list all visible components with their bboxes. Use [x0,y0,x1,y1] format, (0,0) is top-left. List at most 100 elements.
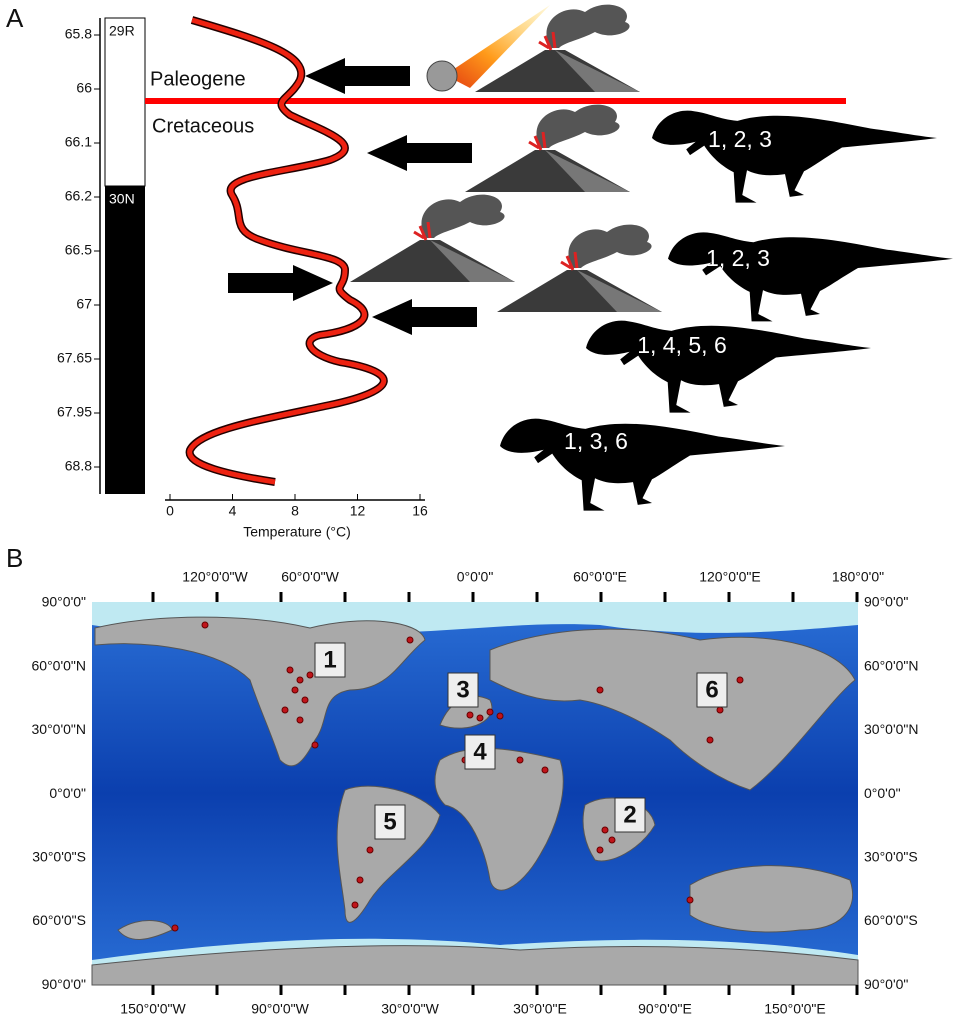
fossil-site [601,826,609,834]
longitude-label: 30°0'0"E [513,1001,567,1017]
age-tick-label: 66.5 [65,242,92,258]
latitude-label: 30°0'0"N [32,721,87,737]
fossil-site [476,714,484,722]
volcano [348,193,517,284]
fossil-site [201,621,209,629]
fossil-site [516,756,524,764]
region-label: 2 [623,801,636,828]
latitude-label: 90°0'0" [864,976,908,992]
fossil-site [406,636,414,644]
arrow [228,265,333,301]
latitude-label: 0°0'0" [49,785,86,801]
age-tick-label: 68.8 [65,458,92,474]
temperature-tick-label: 0 [166,503,174,519]
fossil-site [466,711,474,719]
fossil-site [366,846,374,854]
volcano [495,223,664,314]
chron-label: 30N [109,191,135,207]
fossil-site [596,846,604,854]
temperature-tick-label: 4 [229,503,237,519]
dinosaur-label: 1, 3, 6 [564,428,628,454]
age-tick-label: 66.1 [65,134,92,150]
region-box [447,672,479,708]
age-tick-label: 67.95 [57,404,92,420]
fossil-site [608,836,616,844]
chron-reversed [105,186,145,494]
fossil-site [286,666,294,674]
region-box [464,734,496,770]
longitude-label: 120°0'0"E [699,569,761,585]
latitude-label: 60°0'0"S [864,912,918,928]
region-label: 5 [383,808,396,835]
latitude-label: 60°0'0"N [864,657,919,673]
longitude-label: 150°0'0"E [764,1001,826,1017]
dinosaur [500,418,785,511]
age-tick-label: 66 [76,80,92,96]
longitude-label: 90°0'0"W [251,1001,309,1017]
latitude-label: 90°0'0" [864,594,908,610]
chron-label: 29R [109,23,135,39]
latitude-label: 90°0'0" [42,976,86,992]
temperature-tick-label: 16 [412,503,428,519]
longitude-label: 30°0'0"W [381,1001,439,1017]
fossil-site [356,876,364,884]
latitude-label: 30°0'0"S [864,849,918,865]
fossil-site [311,741,319,749]
dinosaur-label: 1, 2, 3 [706,245,770,271]
latitude-label: 90°0'0" [42,594,86,610]
dinosaur [586,320,871,413]
fossil-site [351,901,359,909]
fossil-site [301,696,309,704]
fossil-site [296,716,304,724]
fossil-site [716,706,724,714]
region-box [314,642,346,678]
axis-title: Temperature (°C) [243,524,351,540]
region-box [614,797,646,833]
fossil-site [736,676,744,684]
temperature-tick-label: 12 [350,503,366,519]
arrow [367,135,472,171]
chron-normal [104,17,146,187]
dinosaur [652,110,937,203]
region-label: 6 [705,676,718,703]
fossil-site [686,896,694,904]
latitude-label: 30°0'0"N [864,721,919,737]
longitude-label: 150°0'0"W [120,1001,186,1017]
longitude-label: 60°0'0"E [573,569,627,585]
region-label: 3 [456,676,469,703]
longitude-label: 60°0'0"W [281,569,339,585]
longitude-label: 90°0'0"E [638,1001,692,1017]
dinosaur-label: 1, 2, 3 [708,126,772,152]
longitude-label: 0°0'0" [457,569,494,585]
fossil-site [496,712,504,720]
panel-label: A [6,3,24,33]
latitude-label: 30°0'0"S [32,849,86,865]
region-label: 4 [473,738,487,765]
longitude-label: 180°0'0" [832,569,884,585]
age-tick-label: 67 [76,296,92,312]
dinosaur-label: 1, 4, 5, 6 [637,332,727,358]
latitude-label: 0°0'0" [864,785,901,801]
fossil-site [281,706,289,714]
volcano [463,103,632,194]
region-box [374,804,406,840]
fossil-site [306,671,314,679]
temperature-curve [187,17,387,485]
fossil-site [171,924,179,932]
meteor-trail [445,5,550,88]
region-box [696,672,728,708]
temperature-tick-label: 8 [291,503,299,519]
fossil-site [486,708,494,716]
panel-label: B [6,543,23,573]
era-label: Paleogene [150,68,246,90]
fossil-site [296,676,304,684]
fossil-site [596,686,604,694]
age-tick-label: 65.8 [65,26,92,42]
arrow [372,299,477,335]
age-tick-label: 67.65 [57,350,92,366]
fossil-site [706,736,714,744]
era-label: Cretaceous [152,115,254,137]
longitude-label: 120°0'0"W [182,569,248,585]
arrow [305,58,410,94]
